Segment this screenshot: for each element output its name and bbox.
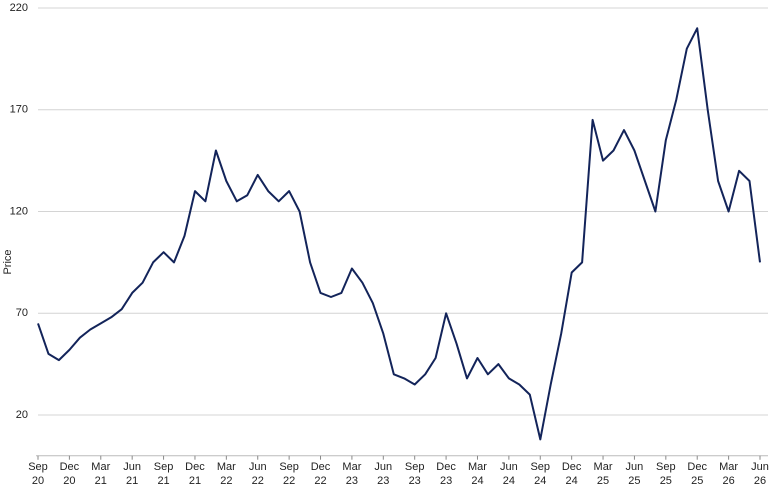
x-tick-label: Dec 20 — [59, 460, 80, 487]
x-tick-label: Dec 22 — [310, 460, 331, 487]
x-tick-label: Mar 24 — [467, 460, 487, 487]
x-tick-label: Dec 23 — [436, 460, 456, 487]
x-tick-label: Mar 23 — [342, 460, 362, 487]
y-tick-label: 170 — [10, 104, 28, 116]
x-tick-label: Sep 22 — [279, 460, 299, 487]
x-tick-label: Sep 21 — [153, 460, 174, 487]
x-tick-label: Jun 21 — [123, 460, 142, 487]
x-tick-label: Jun 25 — [625, 460, 644, 487]
x-tick-label: Sep 20 — [28, 460, 48, 487]
y-axis-label: Price — [2, 249, 14, 274]
x-tick-label: Mar 21 — [91, 460, 111, 487]
x-tick-label: Dec 25 — [687, 460, 707, 487]
x-tick-label: Mar 22 — [216, 460, 236, 487]
x-tick-label: Jun 26 — [751, 460, 769, 487]
x-tick-label: Jun 23 — [374, 460, 393, 487]
x-tick-label: Sep 25 — [656, 460, 676, 487]
x-tick-label: Jun 24 — [499, 460, 518, 487]
x-tick-label: Sep 23 — [404, 460, 425, 487]
y-tick-label: 220 — [10, 2, 28, 14]
y-tick-label: 20 — [16, 409, 28, 421]
x-tick-label: Dec 24 — [561, 460, 582, 487]
price-line — [37, 27, 761, 441]
y-tick-label: 70 — [16, 307, 28, 319]
x-tick-label: Jun 22 — [248, 460, 267, 487]
x-tick-label: Mar 26 — [719, 460, 739, 487]
x-tick-label: Sep 24 — [530, 460, 551, 487]
y-tick-label: 120 — [10, 205, 28, 217]
x-tick-label: Dec 21 — [185, 460, 205, 487]
x-tick-label: Mar 25 — [593, 460, 613, 487]
